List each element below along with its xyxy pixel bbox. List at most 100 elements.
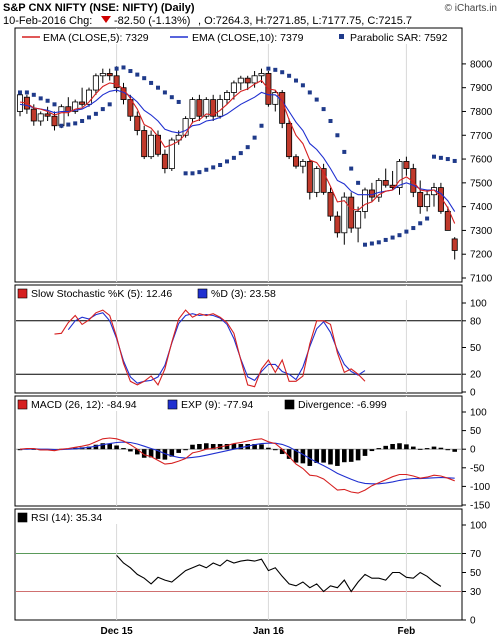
sar-dot xyxy=(107,102,112,107)
candle-body xyxy=(258,73,265,77)
sar-dot xyxy=(52,102,57,107)
sar-dot xyxy=(218,163,223,167)
stoch-ytick-label: 80 xyxy=(470,316,482,327)
sar-dot xyxy=(252,135,257,140)
sar-dot xyxy=(259,123,264,128)
candle-body xyxy=(189,99,196,120)
candle-body xyxy=(51,115,58,127)
sar-dot xyxy=(142,76,147,81)
macd-ytick-label: -50 xyxy=(470,463,485,474)
macd-ytick-label: 50 xyxy=(470,426,482,437)
candle-body xyxy=(217,99,224,117)
candle-body xyxy=(154,134,161,155)
divergence-bar xyxy=(397,443,402,450)
divergence-bar xyxy=(252,443,257,450)
divergence-bar xyxy=(183,449,188,451)
candle-body xyxy=(306,161,313,193)
sar-dot xyxy=(321,107,326,112)
sar-dot xyxy=(363,242,367,247)
candle-body xyxy=(72,101,79,112)
divergence-bar xyxy=(417,448,423,450)
candle-body xyxy=(251,75,258,84)
stoch-ytick-label: 0 xyxy=(470,388,476,399)
divergence-bar xyxy=(424,448,430,450)
sar-dot xyxy=(66,122,71,127)
legend-stoch-k: Slow Stochastic %K (5): 12.46 xyxy=(31,288,172,300)
sar-dot xyxy=(238,151,243,156)
down-arrow-icon xyxy=(101,16,111,23)
sar-dot xyxy=(294,78,298,83)
candle-body xyxy=(396,161,403,189)
price-legend-bg xyxy=(16,29,461,44)
candle-body xyxy=(230,82,237,93)
sar-dot xyxy=(342,149,347,154)
stoch-legend-bg xyxy=(16,286,461,300)
sar-dot xyxy=(314,97,319,102)
sar-dot xyxy=(204,167,209,172)
divergence-bar xyxy=(266,447,271,450)
sar-dot xyxy=(280,70,285,75)
stoch-ytick-label: 100 xyxy=(470,299,487,310)
sar-dot xyxy=(24,90,29,95)
marks-layer xyxy=(16,65,458,593)
sar-dot xyxy=(397,233,402,238)
price-ytick-label: 7600 xyxy=(470,155,493,166)
stochastic-panel xyxy=(14,284,463,394)
divergence-bar xyxy=(321,449,326,463)
rsi-ytick-label: 30 xyxy=(470,587,482,598)
candle-body xyxy=(375,180,382,198)
sar-dot xyxy=(38,96,43,101)
macd-ytick-label: -100 xyxy=(470,482,490,493)
divergence-bar xyxy=(307,449,313,466)
candle-body xyxy=(210,99,217,117)
sar-dot xyxy=(383,237,388,242)
candle-body xyxy=(286,122,293,158)
divergence-bar xyxy=(114,445,119,450)
price-ytick-label: 7300 xyxy=(470,226,493,237)
rsi-ytick-label: 50 xyxy=(470,568,482,579)
legend-ema10: EMA (CLOSE,10): 7379 xyxy=(192,32,304,44)
divergence-bar xyxy=(376,448,382,450)
divergence-bar xyxy=(93,444,99,450)
sar-dot xyxy=(121,65,126,70)
sar-dot xyxy=(300,83,305,88)
macd-ytick-label: 100 xyxy=(470,408,487,419)
divergence-bar xyxy=(404,444,409,450)
candle-body xyxy=(341,196,348,234)
divergence-bar xyxy=(431,446,437,450)
sar-dot xyxy=(411,226,416,231)
sar-dot xyxy=(404,229,409,234)
chart-title: S&P CNX NIFTY (NSE: NIFTY) (Daily) xyxy=(3,2,195,14)
candle-body xyxy=(148,134,155,158)
sar-dot xyxy=(149,80,154,85)
candle-body xyxy=(355,210,362,229)
divergence-bar xyxy=(279,449,285,455)
ticks-layer: 7100720073007400750076007700780079008000… xyxy=(100,59,492,637)
macd-panel xyxy=(14,395,463,507)
sar-dot xyxy=(156,85,160,90)
x-axis-label: Feb xyxy=(398,626,416,637)
divergence-bar xyxy=(176,449,181,453)
sar-dot xyxy=(31,92,36,97)
divergence-bar xyxy=(238,443,244,450)
rsi-panel xyxy=(14,508,463,621)
macd-legend-swatch xyxy=(17,399,28,410)
legend-macd: MACD (26, 12): -84.94 xyxy=(31,399,137,411)
divergence-bar xyxy=(390,443,395,450)
divergence-bar xyxy=(162,449,168,460)
divergence-bar xyxy=(224,443,230,450)
divergence-bar xyxy=(273,449,278,451)
candle-body xyxy=(99,73,106,77)
macd-exp-line xyxy=(20,441,455,485)
macd-line xyxy=(19,437,455,494)
sar-dot xyxy=(369,241,374,246)
sar-dot xyxy=(432,154,436,159)
price-panel xyxy=(14,27,463,283)
sar-dot xyxy=(135,72,140,77)
price-ytick-label: 7100 xyxy=(470,274,493,285)
sar-dot xyxy=(335,133,340,138)
candle-body xyxy=(44,113,51,117)
ema10-line xyxy=(19,89,456,212)
